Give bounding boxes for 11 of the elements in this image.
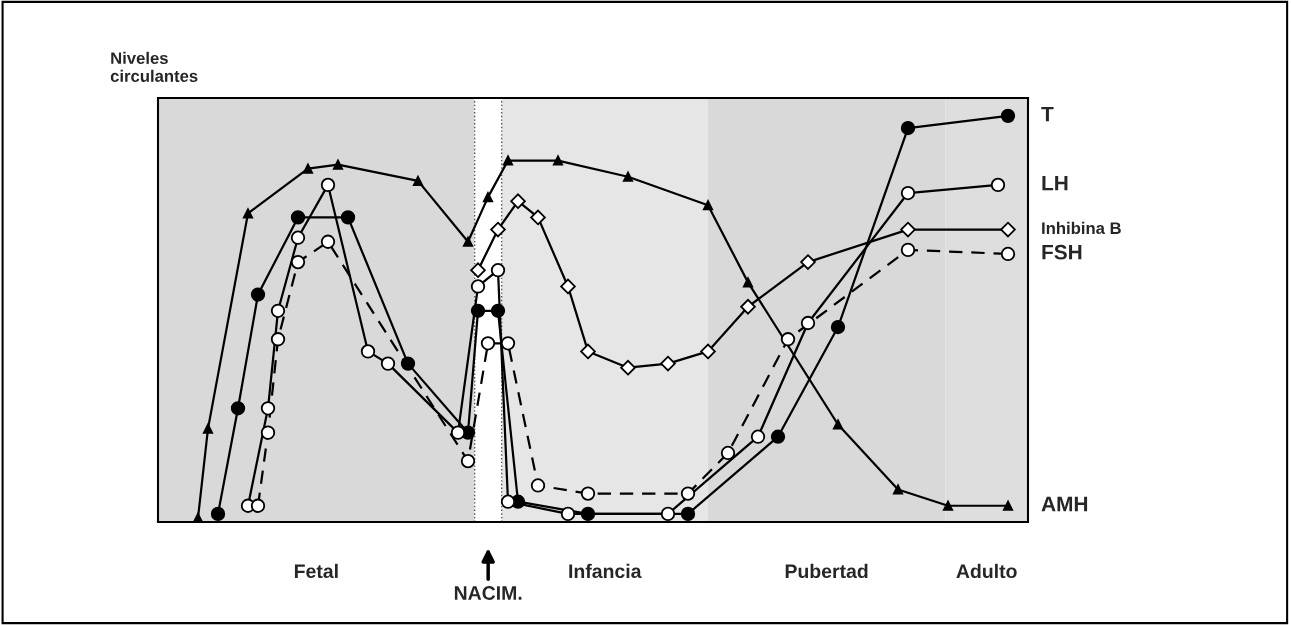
- series-label: LH: [1042, 175, 1068, 191]
- text: Infancia: [569, 563, 642, 579]
- text: Fetal: [294, 563, 338, 579]
- series-label: T: [1041, 106, 1054, 122]
- series-label: Inhibina B: [1042, 221, 1121, 235]
- series-label: AMH: [1041, 496, 1088, 512]
- y-axis-title: Niveles circulantes: [110, 51, 198, 82]
- text: Adulto: [956, 563, 1017, 579]
- series-label: FSH: [1042, 244, 1082, 260]
- text: NACIM.: [454, 586, 522, 600]
- text: Pubertad: [785, 563, 868, 579]
